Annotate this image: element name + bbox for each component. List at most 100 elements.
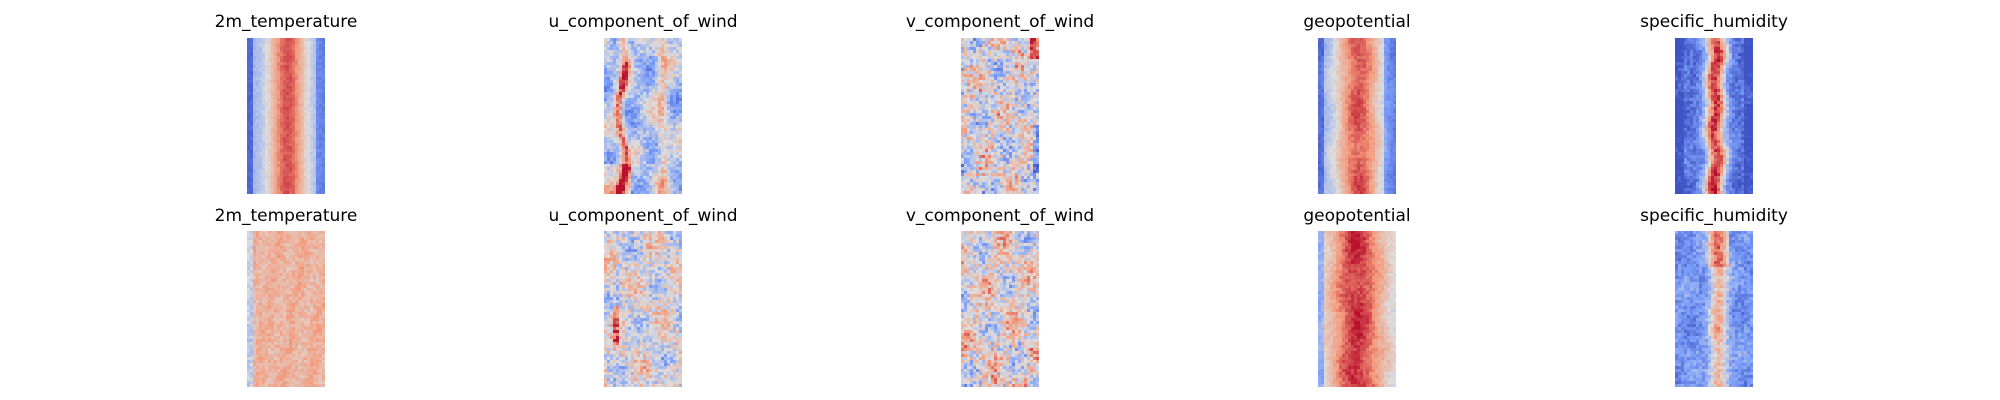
heatmap-cell — [1339, 38, 1343, 42]
heatmap-cell — [256, 104, 260, 108]
heatmap-cell — [1339, 131, 1343, 135]
heatmap-cell — [961, 188, 965, 192]
heatmap-cell — [1333, 137, 1337, 141]
heatmap-cell — [322, 158, 325, 162]
heatmap-cell — [1009, 161, 1013, 165]
heatmap-cell — [250, 119, 254, 123]
heatmap-cell — [307, 188, 311, 192]
heatmap-cell — [634, 173, 638, 177]
heatmap-cell — [283, 137, 287, 141]
heatmap-cell — [304, 44, 308, 48]
heatmap-cell — [301, 80, 305, 84]
heatmap-cell — [256, 56, 260, 60]
heatmap-cell — [640, 188, 644, 192]
heatmap-cell — [295, 191, 299, 194]
heatmap-cell — [640, 152, 644, 156]
heatmap-cell — [262, 38, 266, 42]
heatmap-cell — [313, 104, 317, 108]
heatmap-cell — [1027, 164, 1031, 168]
heatmap-cell — [1318, 119, 1322, 123]
heatmap-cell — [1375, 56, 1379, 60]
heatmap-cell — [622, 119, 626, 123]
heatmap-cell — [997, 38, 1001, 42]
heatmap-cell — [673, 155, 677, 159]
heatmap-cell — [640, 113, 644, 117]
heatmap-cell — [640, 149, 644, 153]
heatmap-cell — [280, 80, 284, 84]
heatmap-cell — [1384, 74, 1388, 78]
heatmap-cell — [247, 125, 251, 129]
heatmap-cell — [634, 143, 638, 147]
heatmap-cell — [322, 149, 325, 153]
heatmap-cell — [1036, 149, 1039, 153]
heatmap-cell — [679, 134, 682, 138]
heatmap-cell — [1021, 71, 1025, 75]
heatmap-cell — [655, 50, 659, 54]
heatmap-cell — [625, 41, 629, 45]
heatmap-cell — [271, 158, 275, 162]
heatmap-cell — [1348, 44, 1352, 48]
heatmap-cell — [640, 155, 644, 159]
heatmap-cell — [1021, 74, 1025, 78]
heatmap-cell — [1330, 86, 1334, 90]
heatmap-cell — [679, 113, 682, 117]
heatmap-cell — [625, 77, 629, 81]
heatmap-cell — [649, 173, 653, 177]
heatmap-cell — [1354, 47, 1358, 51]
heatmap-cell — [1018, 71, 1022, 75]
heatmap-cell — [679, 149, 682, 153]
heatmap-cell — [976, 164, 980, 168]
heatmap-cell — [964, 56, 968, 60]
heatmap-cell — [979, 74, 983, 78]
heatmap-cell — [265, 155, 269, 159]
heatmap-cell — [1387, 47, 1391, 51]
heatmap-cell — [1336, 143, 1340, 147]
heatmap-cell — [607, 167, 611, 171]
heatmap-cell — [625, 185, 629, 189]
heatmap-cell — [1366, 131, 1370, 135]
heatmap-cell — [310, 110, 314, 114]
heatmap-cell — [1012, 62, 1016, 66]
heatmap-cell — [1387, 56, 1391, 60]
heatmap-cell — [664, 83, 668, 87]
heatmap-cell — [613, 110, 617, 114]
heatmap-cell — [301, 53, 305, 57]
heatmap-cell — [310, 65, 314, 69]
heatmap-cell — [277, 50, 281, 54]
heatmap-cell — [286, 125, 290, 129]
heatmap-cell — [313, 62, 317, 66]
heatmap-cell — [976, 149, 980, 153]
heatmap-cell — [655, 119, 659, 123]
heatmap-cell — [1348, 95, 1352, 99]
heatmap-cell — [256, 167, 260, 171]
heatmap-cell — [637, 92, 641, 96]
heatmap-cell — [1024, 131, 1028, 135]
heatmap-cell — [247, 71, 251, 75]
heatmap-cell — [319, 185, 323, 189]
heatmap-cell — [1009, 44, 1013, 48]
heatmap-cell — [1387, 74, 1391, 78]
heatmap-cell — [679, 71, 682, 75]
heatmap-cell — [625, 80, 629, 84]
heatmap-cell — [643, 59, 647, 63]
heatmap-cell — [604, 68, 608, 72]
heatmap-cell — [997, 65, 1001, 69]
heatmap-cell — [622, 158, 626, 162]
heatmap-cell — [1348, 131, 1352, 135]
heatmap-cell — [289, 80, 293, 84]
heatmap-cell — [643, 152, 647, 156]
heatmap-cell — [316, 113, 320, 117]
heatmap-cell — [973, 41, 977, 45]
heatmap-cell — [607, 101, 611, 105]
heatmap-cell — [1363, 116, 1367, 120]
heatmap-cell — [985, 98, 989, 102]
heatmap-cell — [991, 188, 995, 192]
heatmap-cell — [286, 179, 290, 183]
heatmap-cell — [964, 59, 968, 63]
heatmap-cell — [970, 191, 974, 194]
heatmap-cell — [1336, 83, 1340, 87]
heatmap-cell — [667, 56, 671, 60]
heatmap-cell — [961, 173, 965, 177]
heatmap-cell — [655, 110, 659, 114]
heatmap-cell — [625, 170, 629, 174]
